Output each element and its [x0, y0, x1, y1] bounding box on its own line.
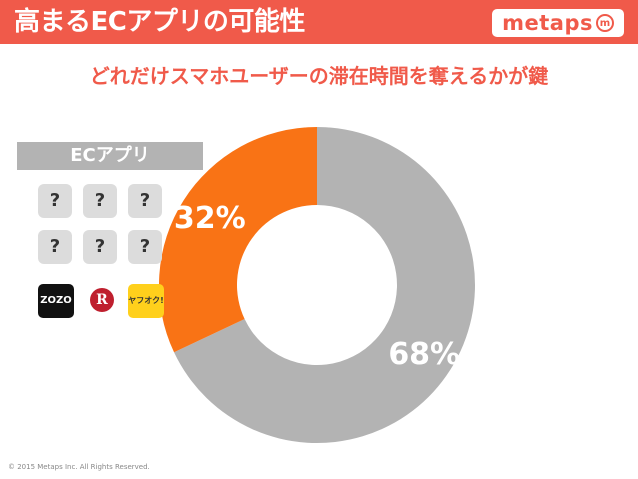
logo-mark-icon: m [596, 14, 614, 32]
zozotown-icon: ZOZO [38, 284, 74, 318]
unknown-app-tile: ? [83, 184, 117, 218]
slide-subtitle: どれだけスマホユーザーの滞在時間を奪えるかが鍵 [89, 64, 549, 88]
yahuoku-icon: ヤフオク! [128, 284, 164, 318]
donut-slice-68 [174, 127, 475, 443]
rakuten-icon: R [90, 288, 114, 312]
unknown-app-tile: ? [83, 230, 117, 264]
metaps-logo: metaps m [492, 9, 624, 37]
unknown-app-tile: ? [128, 184, 162, 218]
logo-text: metaps [502, 11, 593, 35]
ec-app-label: ECアプリ [17, 142, 203, 170]
slice-label-32: 32% [174, 201, 246, 236]
donut-slice-32 [158, 127, 317, 353]
copyright-text: © 2015 Metaps Inc. All Rights Reserved. [8, 463, 150, 471]
page-title: 高まるECアプリの可能性 [14, 7, 305, 37]
unknown-app-tile: ? [38, 184, 72, 218]
unknown-app-tile: ? [38, 230, 72, 264]
unknown-app-tile: ? [128, 230, 162, 264]
header-bar: 高まるECアプリの可能性 metaps m [0, 0, 638, 44]
slice-label-68: 68% [388, 337, 460, 372]
